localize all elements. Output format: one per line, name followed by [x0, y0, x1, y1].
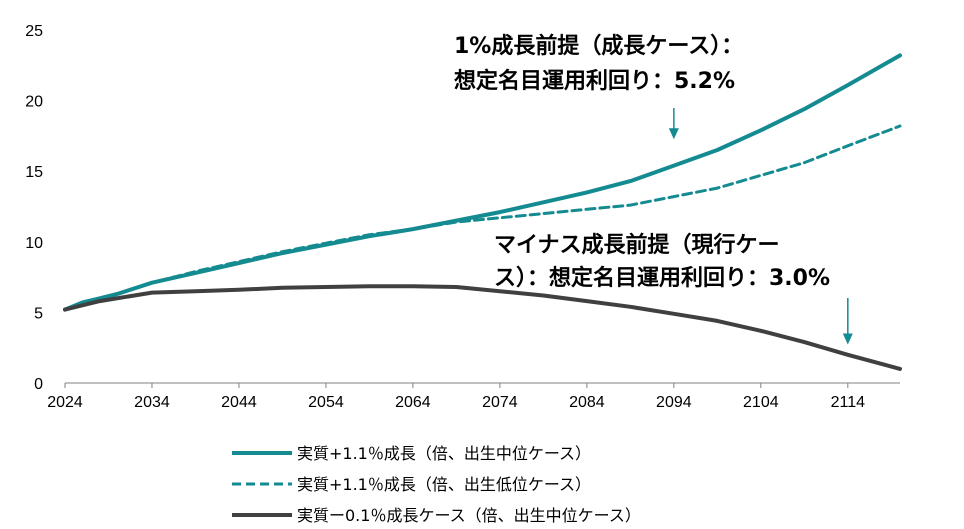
annotation-layer: 1%成長前提（成長ケース）： 想定名目運用利回り：5.2% マイナス成長前提（現…: [454, 33, 853, 345]
annotation-growth-line-1: 1%成長前提（成長ケース）：: [454, 33, 743, 59]
x-tick-label: 2104: [743, 394, 779, 411]
x-tick-label: 2054: [308, 394, 344, 411]
y-tick-label: 0: [34, 376, 43, 393]
series-layer: [63, 53, 902, 371]
legend: 実質+1.1％成長（倍、出生中位ケース） 実質+1.1％成長（倍、出生低位ケース…: [232, 444, 641, 525]
series-line-growth-low: [63, 124, 902, 312]
y-tick-label: 25: [25, 23, 43, 40]
x-tick-label: 2084: [569, 394, 605, 411]
y-tick-label: 10: [25, 235, 43, 252]
y-tick-label: 5: [34, 305, 43, 322]
y-tick-label: 20: [25, 94, 43, 111]
x-tick-label: 2074: [482, 394, 518, 411]
x-tick-label: 2034: [134, 394, 170, 411]
x-tick-label: 2024: [47, 394, 83, 411]
y-tick-label: 15: [25, 164, 43, 181]
x-tick-label: 2064: [395, 394, 431, 411]
annotation-growth-line-2: 想定名目運用利回り：5.2%: [454, 68, 735, 94]
series-line-minus-medium: [63, 284, 902, 371]
legend-label-minus-medium: 実質ー0.1％成長ケース（倍、出生中位ケース）: [297, 506, 641, 525]
chart-axes: 0 5 10 15 20 25 2024 2034 2044 2054 2064 2074 2084 20…: [25, 23, 900, 411]
arrow-minus-head: [842, 333, 853, 345]
x-tick-label: 2044: [221, 394, 257, 411]
annotation-minus-line-1: マイナス成長前提（現行ケー: [494, 232, 780, 258]
arrow-growth-head: [668, 128, 679, 140]
x-tick-label: 2094: [656, 394, 692, 411]
legend-label-growth-medium: 実質+1.1％成長（倍、出生中位ケース）: [297, 444, 591, 463]
annotation-minus-line-2: ス）：想定名目運用利回り：3.0%: [494, 265, 830, 291]
x-tick-label: 2114: [831, 394, 866, 411]
legend-label-growth-low: 実質+1.1％成長（倍、出生低位ケース）: [297, 475, 591, 494]
